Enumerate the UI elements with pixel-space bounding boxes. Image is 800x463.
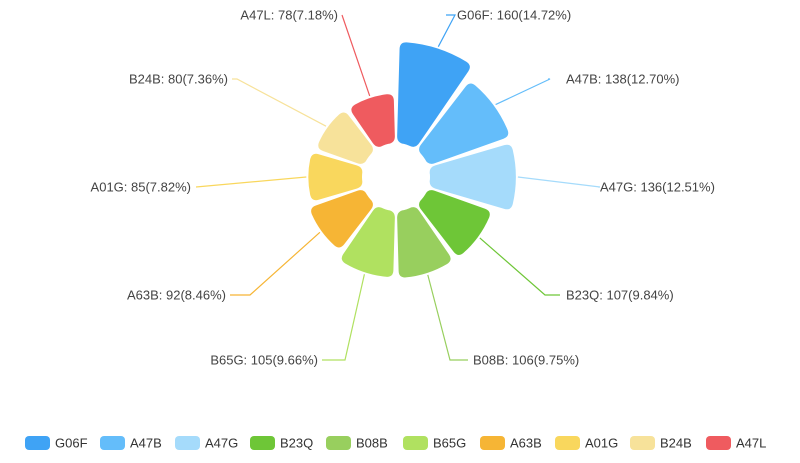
slice-b08b[interactable] [397,207,451,278]
slice-a63b[interactable] [311,190,373,248]
data-label-b23q: B23Q: 107(9.84%) [566,288,674,303]
legend-item-a63b[interactable]: A63B [480,436,542,451]
leader-line-b23q [479,237,560,296]
data-labels-group: G06F: 160(14.72%) A47B: 138(12.70%) A47G: … [91,8,715,368]
data-label-b65g: B65G: 105(9.66%) [210,353,318,368]
legend-label-a01g: A01G [585,436,618,451]
legend-label-g06f: G06F [55,436,88,451]
data-label-b08b: B08B: 106(9.75%) [473,353,579,368]
leader-line-a47g [517,176,601,188]
data-label-a47g: A47G: 136(12.51%) [600,180,715,195]
legend-item-b24b[interactable]: B24B [630,436,692,451]
slice-b24b[interactable] [318,112,373,164]
legend-label-a63b: A63B [510,436,542,451]
leader-line-b24b [232,78,327,127]
legend-item-b65g[interactable]: B65G [403,436,466,451]
legend-swatch-b65g [403,436,428,450]
legend-item-a47l[interactable]: A47L [706,436,766,451]
legend-item-b08b[interactable]: B08B [326,436,388,451]
legend-item-a01g[interactable]: A01G [555,436,618,451]
legend-swatch-b23q [250,436,275,450]
legend-label-a47l: A47L [736,436,766,451]
slice-a01g[interactable] [308,153,363,201]
slice-a47l[interactable] [351,94,395,147]
legend-swatch-a47b [100,436,125,450]
leader-lines-group [195,14,601,361]
legend: G06F A47B A47G B23Q B08B B65G A63B A01G B24B A47L [25,436,766,451]
leader-line-g06f [437,14,456,47]
legend-swatch-g06f [25,436,50,450]
leader-line-a01g [195,176,307,188]
slice-b23q[interactable] [419,190,490,255]
legend-label-b24b: B24B [660,436,692,451]
data-label-a47l: A47L: 78(7.18%) [240,8,338,23]
legend-swatch-a47l [706,436,731,450]
data-label-a47b: A47B: 138(12.70%) [566,72,679,87]
slice-g06f[interactable] [397,42,470,147]
leader-line-a47l [341,14,371,97]
leader-line-b65g [322,274,365,361]
legend-label-a47g: A47G [205,436,238,451]
leader-line-a47b [495,78,551,106]
data-label-a63b: A63B: 92(8.46%) [127,288,226,303]
legend-swatch-b08b [326,436,351,450]
leader-line-b08b [427,274,468,361]
data-label-g06f: G06F: 160(14.72%) [457,8,571,23]
legend-item-g06f[interactable]: G06F [25,436,88,451]
data-label-b24b: B24B: 80(7.36%) [129,72,228,87]
legend-label-b65g: B65G [433,436,466,451]
legend-swatch-a01g [555,436,580,450]
leader-line-a63b [230,231,321,296]
legend-item-a47b[interactable]: A47B [100,436,162,451]
legend-label-a47b: A47B [130,436,162,451]
slice-a47b[interactable] [419,83,509,164]
slice-b65g[interactable] [341,207,395,277]
legend-label-b08b: B08B [356,436,388,451]
legend-swatch-b24b [630,436,655,450]
legend-swatch-a47g [175,436,200,450]
legend-label-b23q: B23Q [280,436,313,451]
slice-a47g[interactable] [429,144,516,210]
legend-item-b23q[interactable]: B23Q [250,436,313,451]
legend-swatch-a63b [480,436,505,450]
slices-group [308,42,516,278]
data-label-a01g: A01G: 85(7.82%) [91,180,191,195]
legend-item-a47g[interactable]: A47G [175,436,238,451]
